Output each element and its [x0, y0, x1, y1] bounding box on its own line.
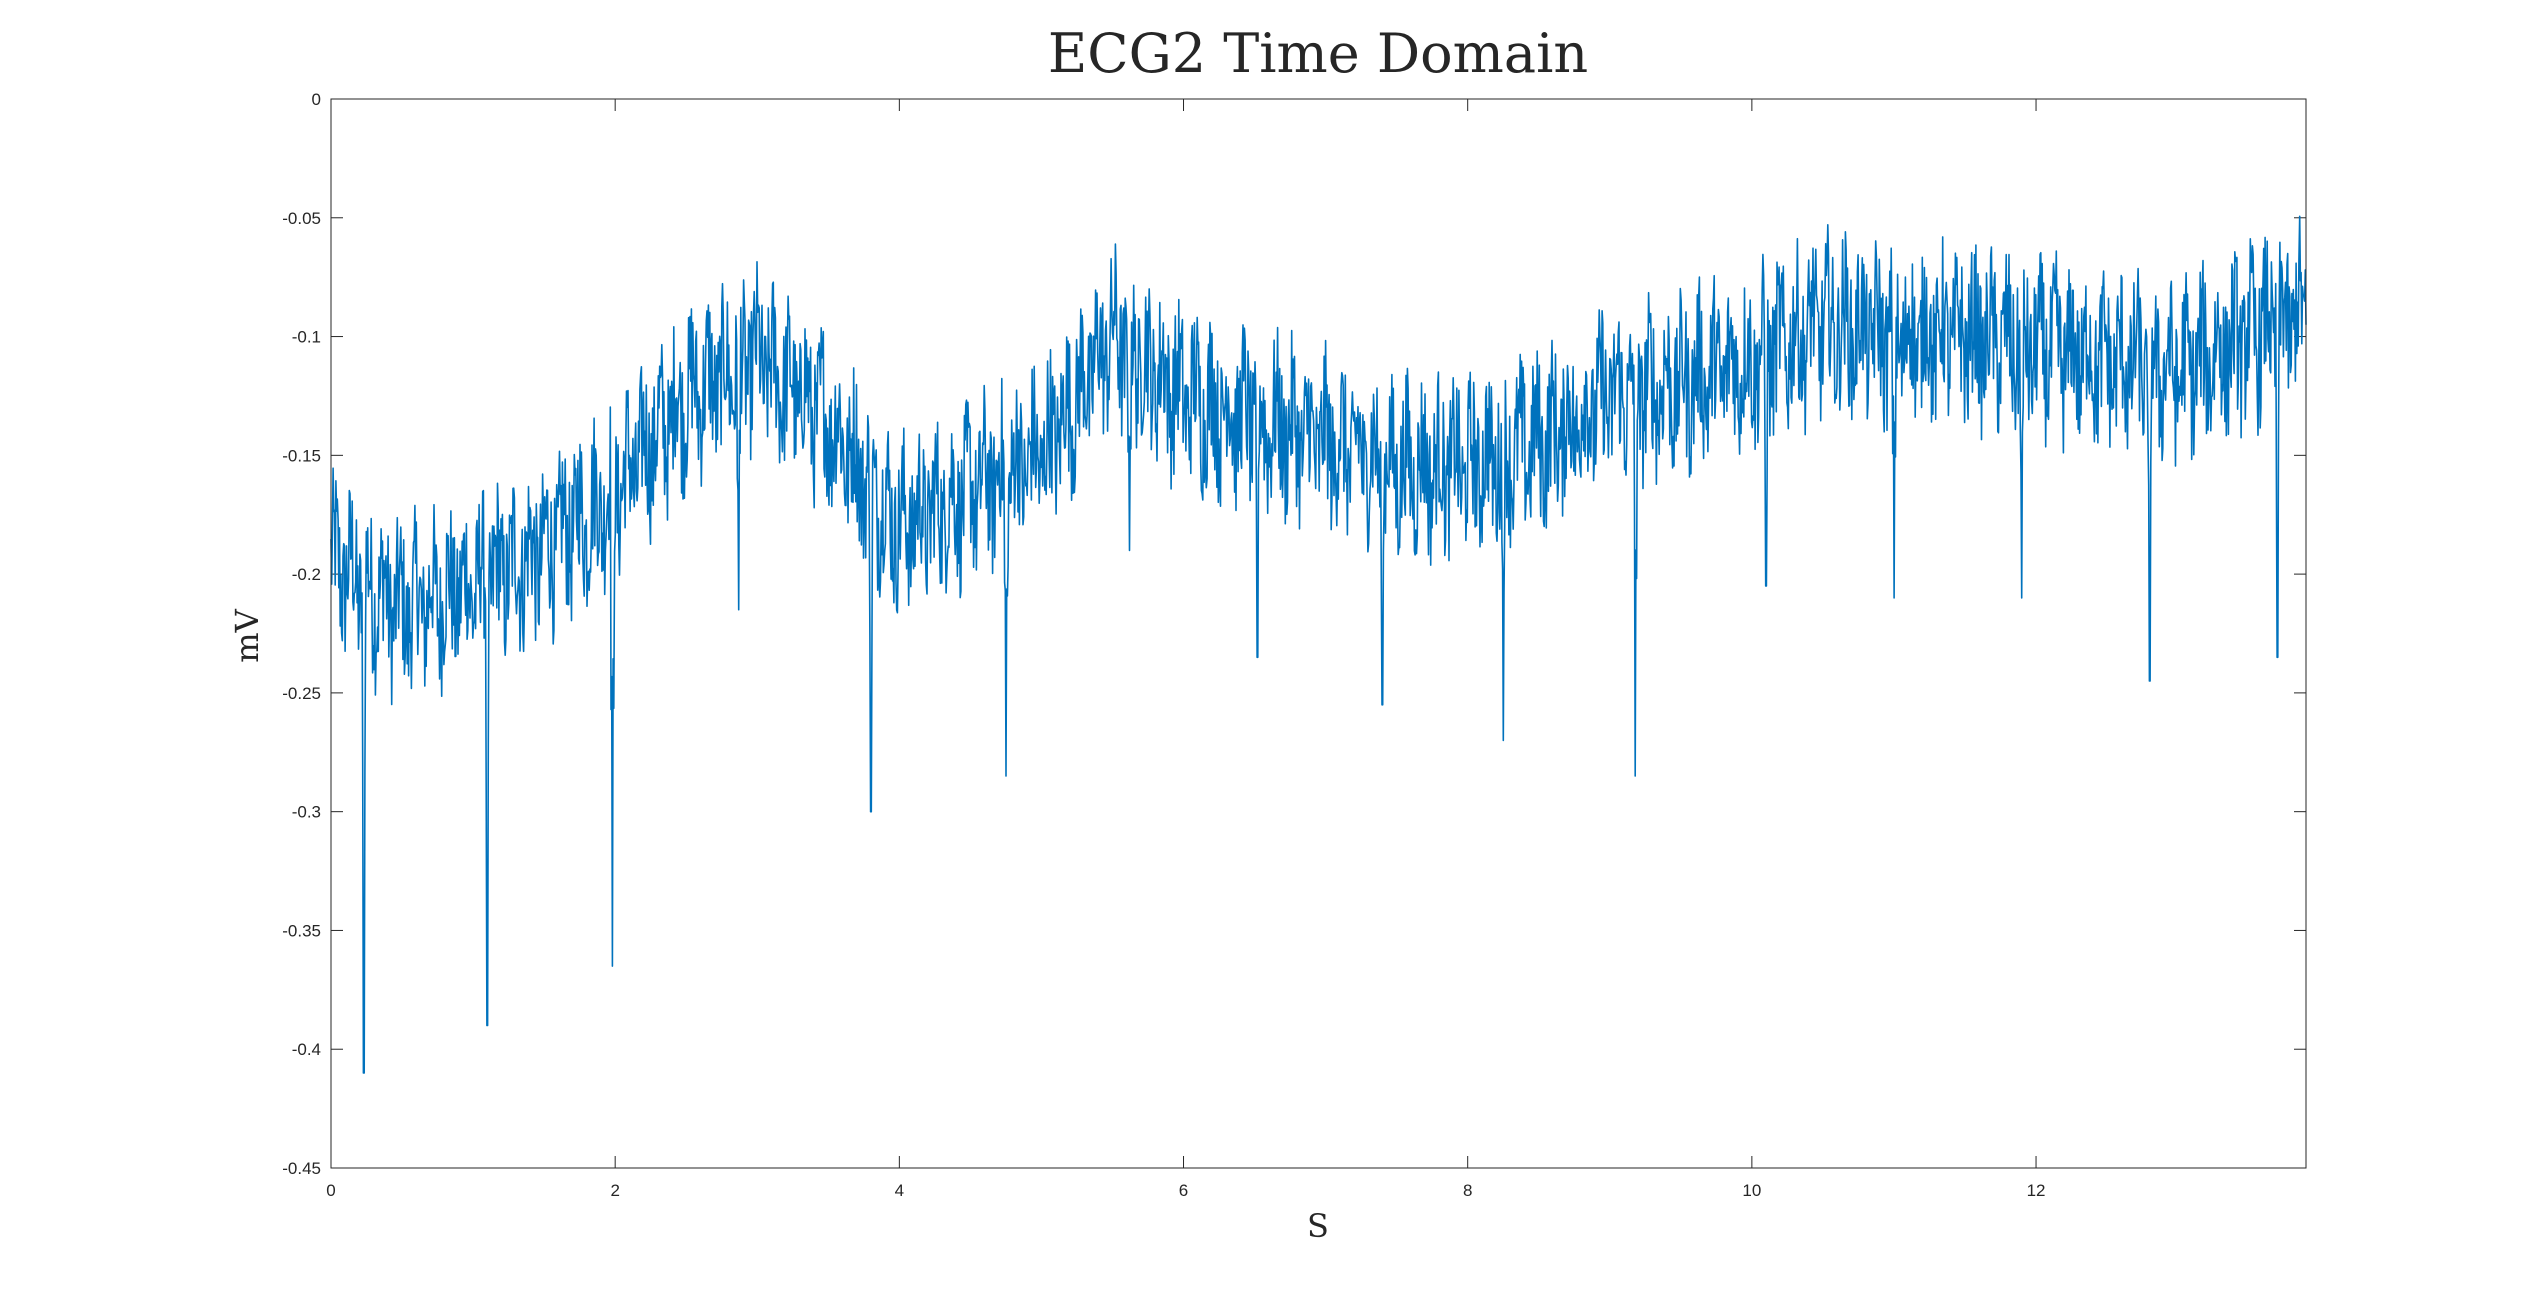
- x-tick-label: 8: [1463, 1181, 1472, 1200]
- x-axis-ticks: 0 2 4 6 8 10 12: [326, 99, 2045, 1200]
- y-axis-ticks: 0 -0.05 -0.1 -0.15 -0.2 -0.25 -0.3 -0.35 -0.4 -0.…: [282, 90, 2306, 1178]
- x-tick-label: 12: [2027, 1181, 2046, 1200]
- y-tick-label: -0.2: [292, 565, 321, 584]
- x-tick-label: 4: [895, 1181, 904, 1200]
- y-tick-label: 0: [312, 90, 321, 109]
- y-tick-label: -0.35: [282, 921, 321, 940]
- y-axis-label: mV: [228, 608, 266, 662]
- ecg-trace-line: [330, 215, 2307, 1074]
- x-tick-label: 2: [610, 1181, 619, 1200]
- x-tick-label: 6: [1179, 1181, 1188, 1200]
- y-tick-label: -0.15: [282, 446, 321, 465]
- x-tick-label: 0: [326, 1181, 335, 1200]
- chart-title: ECG2 Time Domain: [1048, 22, 1588, 85]
- y-tick-label: -0.25: [282, 684, 321, 703]
- y-tick-label: -0.1: [292, 328, 321, 347]
- y-tick-label: -0.3: [292, 803, 321, 822]
- plot-frame: [330, 98, 2307, 1169]
- y-tick-label: -0.45: [282, 1159, 321, 1178]
- y-tick-label: -0.05: [282, 209, 321, 228]
- y-tick-label: -0.4: [292, 1040, 321, 1059]
- x-tick-label: 10: [1742, 1181, 1761, 1200]
- x-axis-label: S: [1307, 1207, 1329, 1245]
